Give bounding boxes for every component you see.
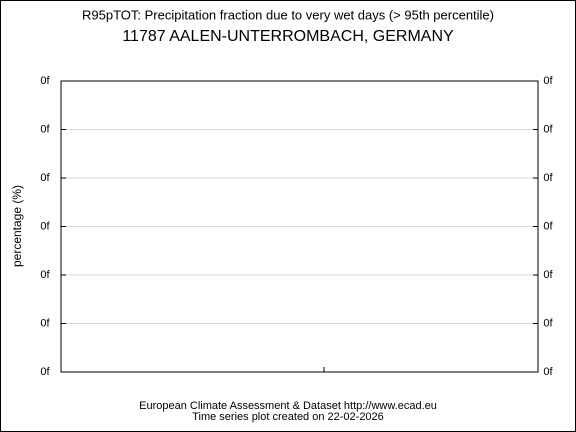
y2-tick-label: 0f xyxy=(543,172,553,184)
plot-area xyxy=(60,80,539,373)
footer: Time series plot created on 22-02-2026 xyxy=(192,411,384,423)
y-tick-label: 0f xyxy=(40,220,50,232)
y-tick-label: 0f xyxy=(40,366,50,378)
chart-title: R95pTOT: Precipitation fraction due to v… xyxy=(82,7,494,22)
y-tick-label: 0f xyxy=(40,75,50,87)
y-tick-label: 0f xyxy=(40,269,50,281)
y2-tick-label: 0f xyxy=(543,123,553,135)
y-tick-label: 0f xyxy=(40,317,50,329)
y-axis-label: percentage (%) xyxy=(10,185,24,267)
chart-subtitle: 11787 AALEN-UNTERROMBACH, GERMANY xyxy=(122,28,454,45)
y2-tick-label: 0f xyxy=(543,366,553,378)
y2-tick-label: 0f xyxy=(543,317,553,329)
y2-tick-label: 0f xyxy=(543,269,553,281)
footer: European Climate Assessment & Dataset ht… xyxy=(139,400,437,412)
y-tick-label: 0f xyxy=(40,172,50,184)
y-tick-label: 0f xyxy=(40,123,50,135)
y2-tick-label: 0f xyxy=(543,75,553,87)
y2-tick-label: 0f xyxy=(543,220,553,232)
